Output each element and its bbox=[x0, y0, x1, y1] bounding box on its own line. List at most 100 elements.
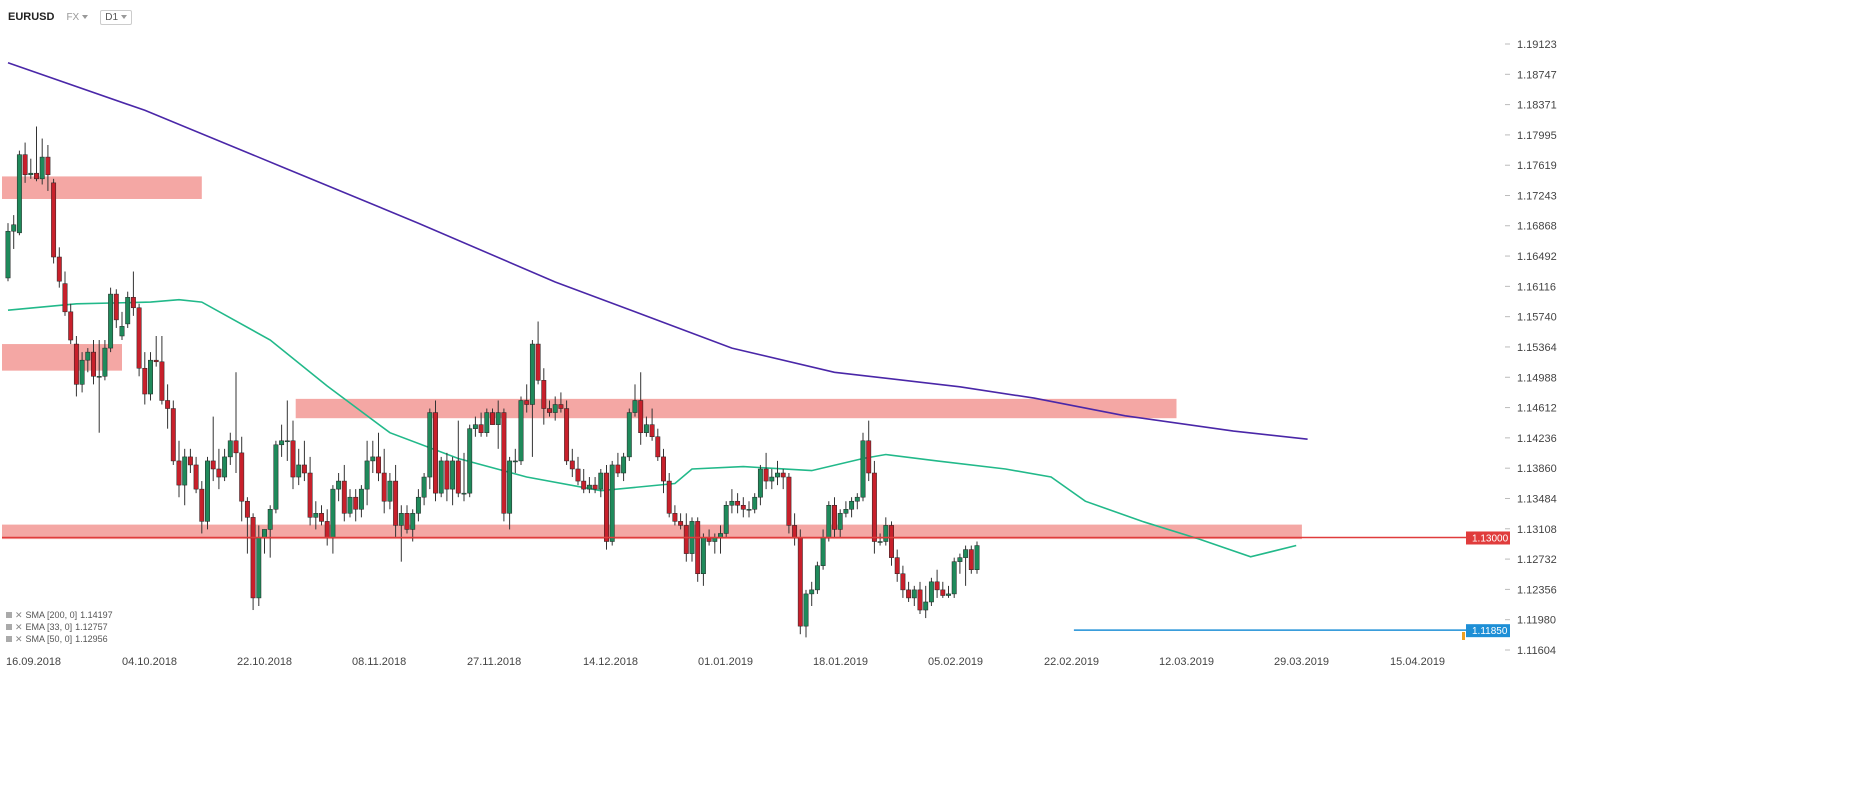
candle bbox=[62, 271, 68, 316]
candle-body bbox=[45, 156, 51, 176]
candle bbox=[159, 335, 165, 405]
candle-body bbox=[450, 460, 456, 490]
y-tick-label: 1.13860 bbox=[1517, 463, 1557, 475]
candle bbox=[216, 448, 222, 490]
candle bbox=[746, 501, 752, 518]
candle bbox=[96, 340, 102, 433]
candle-body bbox=[598, 472, 604, 490]
candle bbox=[387, 473, 393, 510]
candle-body bbox=[370, 456, 376, 462]
candle-body bbox=[176, 460, 182, 486]
candle bbox=[113, 289, 119, 328]
candle-body bbox=[210, 460, 216, 470]
candle-body bbox=[621, 456, 627, 474]
close-icon[interactable]: ✕ bbox=[15, 610, 23, 620]
candle-body bbox=[51, 182, 57, 258]
candle-body bbox=[552, 404, 558, 413]
candle bbox=[940, 581, 946, 598]
candle-body bbox=[336, 480, 342, 490]
candle bbox=[393, 464, 399, 538]
y-tick-label: 1.15364 bbox=[1517, 342, 1557, 354]
candle-body bbox=[182, 456, 188, 486]
candle bbox=[199, 481, 205, 534]
candle bbox=[495, 400, 501, 449]
candle-body bbox=[16, 154, 22, 234]
y-tick-label: 1.17995 bbox=[1517, 130, 1557, 142]
candle bbox=[501, 408, 507, 522]
candle bbox=[512, 448, 518, 474]
candle-body bbox=[849, 500, 855, 510]
market-label: FX bbox=[66, 11, 80, 23]
candle bbox=[16, 150, 22, 236]
candle bbox=[472, 416, 478, 437]
candle-body bbox=[193, 464, 199, 490]
candle bbox=[934, 569, 940, 598]
candle bbox=[148, 352, 153, 401]
candle-body bbox=[415, 496, 421, 514]
candle-body bbox=[56, 256, 62, 282]
candle-body bbox=[911, 589, 917, 599]
resistance-zone bbox=[2, 176, 202, 199]
candle-body bbox=[34, 172, 39, 180]
candle bbox=[296, 448, 302, 486]
x-tick-label: 01.01.2019 bbox=[698, 656, 753, 668]
candle bbox=[968, 545, 974, 574]
close-icon[interactable]: ✕ bbox=[15, 634, 23, 644]
candle bbox=[273, 440, 279, 514]
symbol-label[interactable]: EURUSD bbox=[8, 11, 55, 23]
candle-body bbox=[854, 496, 860, 502]
candle-body bbox=[478, 424, 484, 433]
legend-row-sma50[interactable]: ✕ SMA [50, 0] 1.12956 bbox=[6, 633, 113, 645]
candle-body bbox=[410, 513, 416, 530]
candle-body bbox=[347, 496, 353, 514]
candle-body bbox=[427, 412, 433, 478]
candle bbox=[421, 473, 427, 506]
candle bbox=[837, 509, 843, 538]
candle bbox=[535, 321, 541, 385]
candle bbox=[461, 452, 467, 502]
legend-row-sma200[interactable]: ✕ SMA [200, 0] 1.14197 bbox=[6, 609, 113, 621]
candle-body bbox=[814, 565, 820, 591]
y-tick-label: 1.11980 bbox=[1517, 615, 1556, 627]
candle bbox=[615, 452, 621, 478]
candle bbox=[661, 448, 666, 494]
candle-body bbox=[199, 488, 205, 522]
candle bbox=[803, 589, 809, 638]
candle-body bbox=[125, 297, 131, 325]
candle-body bbox=[797, 537, 803, 627]
x-tick-label: 22.02.2019 bbox=[1044, 656, 1099, 668]
y-tick-label: 1.16116 bbox=[1517, 281, 1556, 293]
candle-body bbox=[170, 408, 176, 462]
market-dropdown[interactable]: FX bbox=[62, 11, 92, 24]
settings-icon[interactable] bbox=[6, 636, 12, 642]
level-tag bbox=[1466, 531, 1510, 545]
candle-body bbox=[735, 500, 741, 506]
y-tick-label: 1.12356 bbox=[1517, 584, 1557, 596]
candle-body bbox=[85, 351, 91, 361]
candle bbox=[655, 428, 661, 461]
candle bbox=[735, 493, 741, 514]
candle-body bbox=[398, 513, 404, 526]
y-tick-label: 1.19123 bbox=[1517, 39, 1557, 51]
candle bbox=[672, 505, 678, 526]
candle bbox=[484, 408, 490, 437]
settings-icon[interactable] bbox=[6, 612, 12, 618]
candle bbox=[404, 505, 410, 534]
candle-body bbox=[638, 400, 644, 433]
candle-body bbox=[330, 488, 336, 538]
candle bbox=[752, 493, 758, 514]
chevron-down-icon bbox=[82, 15, 89, 19]
settings-icon[interactable] bbox=[6, 624, 12, 630]
timeframe-dropdown[interactable]: D1 bbox=[100, 9, 133, 25]
candle bbox=[524, 384, 530, 413]
legend-row-ema33[interactable]: ✕ EMA [33, 0] 1.12757 bbox=[6, 621, 113, 633]
candle bbox=[775, 460, 780, 486]
candle-body bbox=[604, 472, 609, 542]
candle bbox=[79, 352, 85, 393]
candle bbox=[193, 456, 199, 494]
resistance-zone bbox=[295, 398, 1177, 419]
candle bbox=[467, 424, 473, 498]
candle-body bbox=[780, 472, 786, 478]
close-icon[interactable]: ✕ bbox=[15, 622, 23, 632]
